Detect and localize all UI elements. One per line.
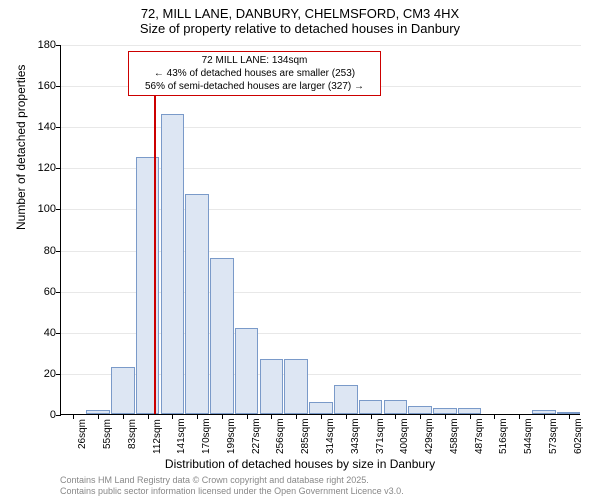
chart-title-sub: Size of property relative to detached ho… — [0, 21, 600, 36]
x-tick-mark — [73, 414, 74, 419]
grid-line — [61, 45, 581, 46]
histogram-bar — [359, 400, 383, 414]
plot-area: 02040608010012014016018026sqm55sqm83sqm1… — [60, 45, 580, 415]
x-tick-mark — [395, 414, 396, 419]
x-tick-label: 55sqm — [102, 418, 113, 448]
y-tick-mark — [56, 86, 61, 87]
histogram-bar — [408, 406, 432, 414]
x-tick-mark — [569, 414, 570, 419]
grid-line — [61, 127, 581, 128]
y-tick-label: 120 — [26, 162, 56, 174]
x-tick-mark — [544, 414, 545, 419]
x-tick-mark — [445, 414, 446, 419]
x-tick-label: 458sqm — [449, 418, 460, 454]
x-tick-mark — [346, 414, 347, 419]
y-tick-mark — [56, 415, 61, 416]
histogram-bar — [284, 359, 308, 415]
y-tick-mark — [56, 45, 61, 46]
y-tick-label: 100 — [26, 203, 56, 215]
x-tick-mark — [494, 414, 495, 419]
x-tick-label: 112sqm — [152, 419, 163, 454]
x-tick-label: 141sqm — [176, 418, 187, 454]
y-tick-label: 20 — [26, 368, 56, 380]
footer-line-2: Contains public sector information licen… — [60, 486, 404, 497]
x-tick-label: 516sqm — [498, 418, 509, 454]
y-tick-label: 0 — [26, 409, 56, 421]
x-tick-mark — [197, 414, 198, 419]
x-tick-mark — [247, 414, 248, 419]
x-tick-mark — [222, 414, 223, 419]
y-tick-mark — [56, 209, 61, 210]
x-tick-label: 343sqm — [350, 418, 361, 454]
property-marker-line — [154, 91, 156, 414]
x-tick-label: 26sqm — [77, 418, 88, 448]
chart-title-block: 72, MILL LANE, DANBURY, CHELMSFORD, CM3 … — [0, 0, 600, 36]
histogram-bar — [235, 328, 259, 414]
histogram-bar — [260, 359, 284, 415]
x-tick-label: 429sqm — [424, 418, 435, 454]
annotation-line: 72 MILL LANE: 134sqm — [134, 54, 375, 67]
x-tick-label: 227sqm — [251, 418, 262, 454]
histogram-bar — [384, 400, 408, 414]
y-tick-label: 80 — [26, 245, 56, 257]
annotation-line: 56% of semi-detached houses are larger (… — [134, 80, 375, 93]
y-tick-mark — [56, 292, 61, 293]
y-tick-label: 140 — [26, 121, 56, 133]
x-tick-mark — [148, 414, 149, 419]
x-tick-label: 400sqm — [399, 418, 410, 454]
x-tick-label: 371sqm — [375, 418, 386, 454]
x-tick-mark — [321, 414, 322, 419]
x-tick-label: 544sqm — [523, 418, 534, 454]
y-tick-mark — [56, 374, 61, 375]
x-tick-label: 487sqm — [474, 418, 485, 454]
x-tick-mark — [519, 414, 520, 419]
y-tick-label: 180 — [26, 39, 56, 51]
x-tick-label: 170sqm — [201, 418, 212, 454]
histogram-bar — [334, 385, 358, 414]
x-tick-mark — [296, 414, 297, 419]
y-tick-mark — [56, 333, 61, 334]
y-tick-label: 40 — [26, 327, 56, 339]
y-tick-mark — [56, 168, 61, 169]
y-tick-mark — [56, 251, 61, 252]
x-tick-label: 602sqm — [573, 418, 584, 454]
x-tick-label: 285sqm — [300, 418, 311, 454]
x-tick-label: 314sqm — [325, 418, 336, 454]
histogram-bar — [161, 114, 185, 414]
chart-area: 02040608010012014016018026sqm55sqm83sqm1… — [60, 45, 580, 415]
annotation-line: ← 43% of detached houses are smaller (25… — [134, 67, 375, 80]
histogram-bar — [309, 402, 333, 414]
footer-attribution: Contains HM Land Registry data © Crown c… — [60, 475, 404, 497]
chart-title-main: 72, MILL LANE, DANBURY, CHELMSFORD, CM3 … — [0, 6, 600, 21]
y-tick-mark — [56, 127, 61, 128]
x-tick-label: 573sqm — [548, 418, 559, 454]
annotation-box: 72 MILL LANE: 134sqm← 43% of detached ho… — [128, 51, 381, 96]
x-tick-mark — [371, 414, 372, 419]
x-tick-mark — [98, 414, 99, 419]
footer-line-1: Contains HM Land Registry data © Crown c… — [60, 475, 404, 486]
histogram-bar — [136, 157, 160, 414]
x-tick-label: 199sqm — [226, 418, 237, 454]
y-tick-label: 60 — [26, 286, 56, 298]
x-tick-label: 83sqm — [127, 418, 138, 448]
x-tick-mark — [123, 414, 124, 419]
histogram-bar — [210, 258, 234, 414]
y-tick-label: 160 — [26, 80, 56, 92]
x-tick-mark — [420, 414, 421, 419]
x-tick-mark — [172, 414, 173, 419]
x-axis-label: Distribution of detached houses by size … — [0, 457, 600, 471]
x-tick-mark — [271, 414, 272, 419]
histogram-bar — [111, 367, 135, 414]
x-tick-label: 256sqm — [275, 418, 286, 454]
x-tick-mark — [470, 414, 471, 419]
histogram-bar — [185, 194, 209, 414]
